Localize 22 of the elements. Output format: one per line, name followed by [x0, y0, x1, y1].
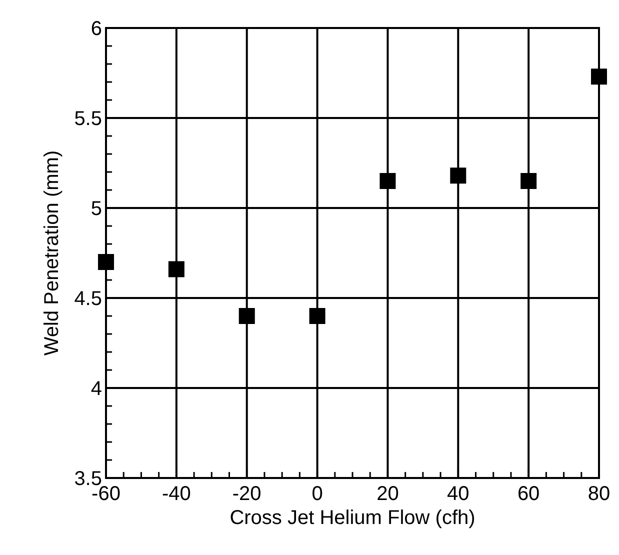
x-tick-label: 40: [447, 483, 470, 505]
point: [520, 173, 537, 189]
point: [591, 68, 607, 85]
x-axis-title: Cross Jet Helium Flow (cfh): [230, 507, 476, 529]
y-tick-label: 5: [90, 198, 102, 220]
x-tick-label: 80: [588, 483, 610, 505]
x-tick-label: 0: [312, 483, 323, 505]
x-tick-label: 20: [376, 483, 399, 505]
y-tick-label: 5.5: [74, 108, 102, 130]
x-tick-label: -40: [162, 483, 191, 505]
point: [380, 173, 396, 189]
point: [98, 254, 114, 270]
point: [309, 308, 326, 324]
point: [450, 168, 466, 184]
point: [168, 261, 184, 278]
point: [238, 308, 255, 324]
x-tick-label: -20: [232, 483, 262, 505]
y-tick-label: 6: [90, 18, 102, 40]
x-tick-label: 60: [517, 483, 540, 505]
y-axis-title: Weld Penetration (mm): [41, 150, 63, 356]
y-tick-label: 4: [90, 378, 102, 400]
y-tick-label: 4.5: [74, 288, 102, 310]
